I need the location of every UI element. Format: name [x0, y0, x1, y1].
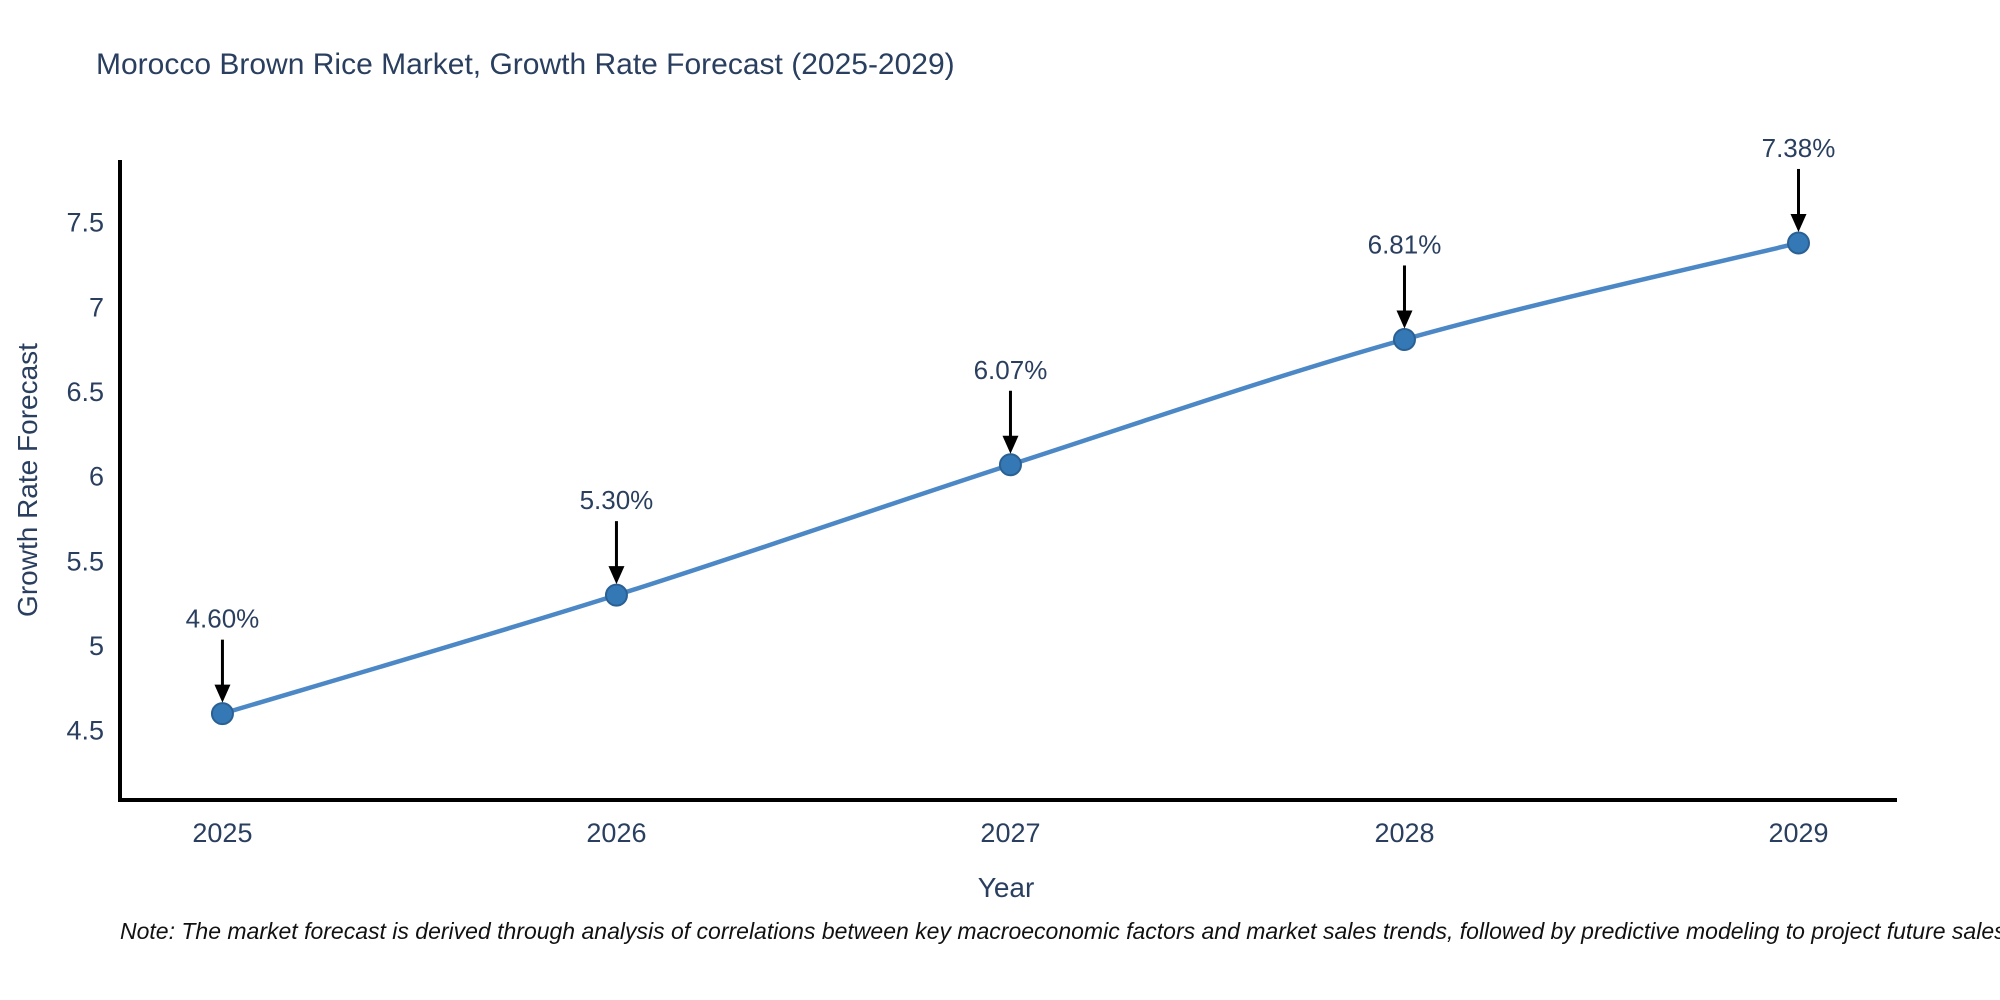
data-point-label: 5.30%	[580, 485, 654, 515]
y-tick-label: 7.5	[66, 208, 104, 238]
annotation-arrow-head	[1790, 213, 1807, 232]
annotation-arrow-head	[1396, 310, 1413, 329]
data-point-label: 7.38%	[1762, 133, 1836, 163]
y-tick-label: 4.5	[66, 716, 104, 746]
y-tick-label: 5	[89, 631, 104, 661]
data-point-2027	[998, 453, 1022, 477]
x-tick-label: 2026	[586, 818, 646, 848]
annotation-arrow-head	[608, 566, 625, 585]
data-point-2025	[210, 702, 234, 726]
annotation-arrow-head	[1002, 435, 1019, 454]
y-tick-label: 6	[89, 462, 104, 492]
data-point-label: 6.07%	[974, 355, 1048, 385]
x-tick-label: 2028	[1374, 818, 1434, 848]
y-tick-label: 6.5	[66, 377, 104, 407]
y-tick-label: 7	[89, 292, 104, 322]
footnote: Note: The market forecast is derived thr…	[120, 918, 2000, 944]
data-point-2028	[1392, 327, 1416, 351]
data-point-2026	[604, 583, 628, 607]
y-tick-label: 5.5	[66, 546, 104, 576]
data-point-label: 4.60%	[186, 604, 260, 634]
annotation-arrow-head	[214, 684, 231, 703]
x-tick-label: 2027	[980, 818, 1040, 848]
trend-line	[220, 240, 1801, 716]
x-tick-label: 2029	[1768, 818, 1828, 848]
x-axis-title: Year	[977, 872, 1035, 903]
data-point-label: 6.81%	[1368, 229, 1442, 259]
x-tick-label: 2025	[192, 818, 252, 848]
data-point-2029	[1786, 231, 1810, 255]
chart-title: Morocco Brown Rice Market, Growth Rate F…	[96, 48, 955, 81]
